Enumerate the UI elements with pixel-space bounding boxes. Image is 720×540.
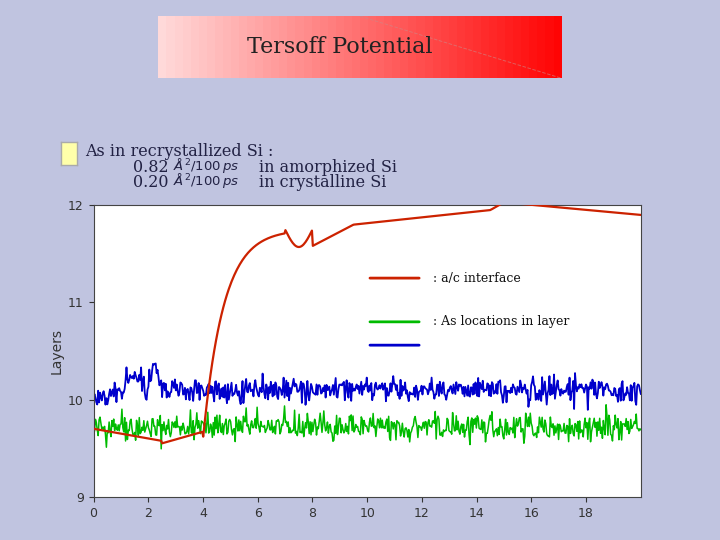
Bar	[207, 16, 215, 78]
Bar	[336, 16, 344, 78]
Bar	[199, 16, 207, 78]
Text: Tersoff Potential: Tersoff Potential	[247, 36, 433, 58]
Bar	[279, 16, 287, 78]
Bar	[183, 16, 191, 78]
Text: As in recrystallized Si :: As in recrystallized Si :	[85, 143, 274, 160]
Bar	[368, 16, 376, 78]
Bar	[271, 16, 279, 78]
Bar	[231, 16, 239, 78]
Bar	[360, 16, 368, 78]
Text: : As locations in layer: : As locations in layer	[433, 315, 570, 328]
Bar	[166, 16, 174, 78]
Bar	[312, 16, 320, 78]
Text: in crystalline Si: in crystalline Si	[259, 174, 387, 191]
Bar	[465, 16, 473, 78]
Bar	[174, 16, 183, 78]
Bar	[505, 16, 513, 78]
Bar	[416, 16, 425, 78]
Bar	[400, 16, 408, 78]
Bar	[529, 16, 537, 78]
Bar	[546, 16, 554, 78]
Bar	[158, 16, 166, 78]
Bar	[247, 16, 255, 78]
Bar	[481, 16, 489, 78]
Bar	[255, 16, 264, 78]
Bar	[521, 16, 529, 78]
Bar	[295, 16, 304, 78]
Bar	[473, 16, 481, 78]
Bar	[304, 16, 312, 78]
Text: : a/c interface: : a/c interface	[433, 272, 521, 285]
Bar	[497, 16, 505, 78]
Bar	[191, 16, 199, 78]
Bar	[433, 16, 441, 78]
Bar	[352, 16, 360, 78]
Bar	[376, 16, 384, 78]
Bar	[239, 16, 247, 78]
Bar	[408, 16, 416, 78]
Bar	[384, 16, 392, 78]
Bar	[554, 16, 562, 78]
Bar	[215, 16, 223, 78]
Bar	[441, 16, 449, 78]
Bar	[392, 16, 400, 78]
Bar	[320, 16, 328, 78]
Bar	[456, 16, 465, 78]
Bar	[489, 16, 497, 78]
Bar	[537, 16, 546, 78]
Y-axis label: Layers: Layers	[50, 328, 64, 374]
Bar	[328, 16, 336, 78]
Bar	[264, 16, 271, 78]
Text: in amorphized Si: in amorphized Si	[259, 159, 397, 176]
Bar	[287, 16, 295, 78]
Bar	[425, 16, 433, 78]
Bar	[344, 16, 352, 78]
Text: 0.20: 0.20	[133, 174, 168, 191]
Bar	[223, 16, 231, 78]
Text: $\AA^2/100\,ps$: $\AA^2/100\,ps$	[173, 156, 239, 176]
Text: 0.82: 0.82	[133, 159, 168, 176]
Bar	[449, 16, 456, 78]
Text: $\AA^2/100\,ps$: $\AA^2/100\,ps$	[173, 171, 239, 191]
Bar	[513, 16, 521, 78]
